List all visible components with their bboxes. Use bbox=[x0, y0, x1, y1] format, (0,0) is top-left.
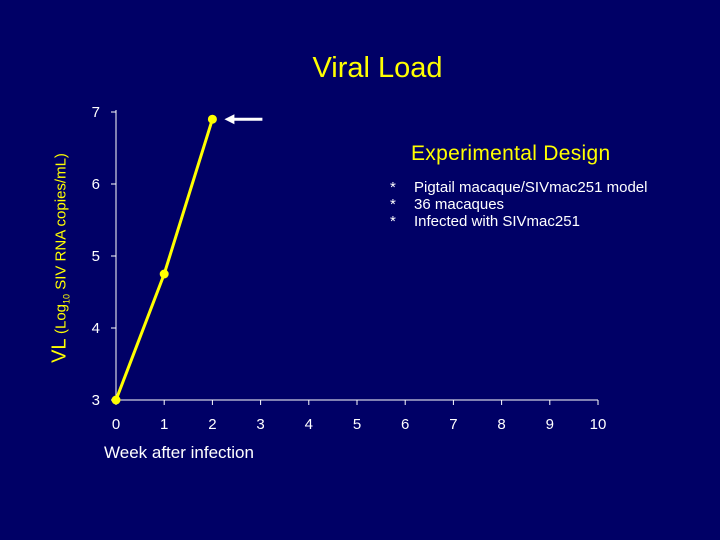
design-item: * Pigtail macaque/SIVmac251 model bbox=[390, 179, 647, 196]
chart-title: Viral Load bbox=[312, 52, 443, 84]
y-tick-label: 6 bbox=[92, 176, 100, 193]
x-tick-label: 4 bbox=[305, 416, 313, 433]
x-tick-label: 10 bbox=[590, 416, 607, 433]
design-bullet: * bbox=[390, 179, 396, 196]
series bbox=[111, 114, 217, 405]
x-tick-label: 0 bbox=[112, 416, 120, 433]
y-tick-label: 7 bbox=[92, 104, 100, 121]
y-tick-label: 5 bbox=[92, 248, 100, 265]
data-point bbox=[111, 395, 121, 405]
design-list: * Pigtail macaque/SIVmac251 model * 36 m… bbox=[390, 179, 647, 230]
x-tick-label: 8 bbox=[497, 416, 505, 433]
data-point bbox=[207, 114, 217, 124]
x-tick-label: 3 bbox=[256, 416, 264, 433]
series-line bbox=[114, 118, 214, 401]
design-item-text: 36 macaques bbox=[414, 196, 505, 213]
y-tick-label: 3 bbox=[92, 392, 100, 409]
design-item-text: Infected with SIVmac251 bbox=[414, 213, 580, 230]
y-tick-label: 4 bbox=[92, 320, 100, 337]
design-item-text: Pigtail macaque/SIVmac251 model bbox=[414, 179, 648, 196]
arrow-head bbox=[224, 114, 235, 125]
design-item: * 36 macaques bbox=[390, 196, 647, 213]
x-tick-label: 2 bbox=[208, 416, 216, 433]
design-title: Experimental Design bbox=[411, 142, 611, 165]
x-tick-label: 5 bbox=[353, 416, 361, 433]
data-point bbox=[159, 269, 169, 279]
x-axis-label: Week after infection bbox=[104, 443, 254, 462]
design-item: * Infected with SIVmac251 bbox=[390, 213, 647, 230]
design-bullet: * bbox=[390, 196, 396, 213]
x-tick-label: 9 bbox=[546, 416, 554, 433]
x-tick-label: 7 bbox=[449, 416, 457, 433]
annotations bbox=[224, 114, 263, 125]
x-tick-label: 6 bbox=[401, 416, 409, 433]
design-bullet: * bbox=[390, 213, 396, 230]
x-tick-label: 1 bbox=[160, 416, 168, 433]
